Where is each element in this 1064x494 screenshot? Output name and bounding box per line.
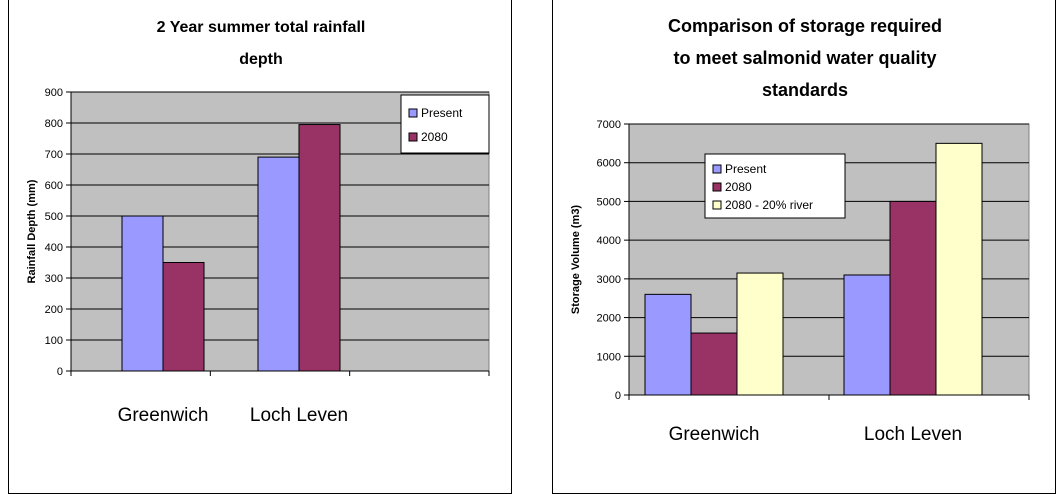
y-tick-label: 500 [45, 211, 63, 223]
chart-title: to meet salmonid water quality [673, 48, 936, 68]
y-tick-label: 400 [45, 242, 63, 254]
x-category-label: Loch Leven [250, 405, 348, 426]
bar-present-greenwich [121, 215, 164, 372]
y-tick-label: 100 [45, 335, 63, 347]
legend-swatch [408, 108, 418, 118]
x-category-label: Loch Leven [864, 424, 962, 445]
bar-present-greenwich [644, 293, 692, 396]
bar-2080-greenwich [690, 332, 738, 396]
legend-label: 2080 [725, 180, 752, 194]
y-tick-label: 600 [45, 180, 63, 192]
y-tick-label: 700 [45, 149, 63, 161]
y-axis-label: Rainfall Depth (mm) [26, 179, 38, 283]
legend [400, 94, 490, 154]
bar-2080-loch-leven [889, 200, 937, 396]
legend-swatch [712, 164, 722, 174]
y-tick-label: 4000 [597, 235, 621, 247]
legend-label: 2080 [421, 130, 448, 144]
rainfall-chart: 2 Year summer total rainfall depth 0 100 200… [8, 0, 512, 494]
bar-present-loch-leven [843, 274, 891, 396]
legend-label: Present [421, 106, 463, 120]
bar-2080-20-river-greenwich [736, 272, 784, 396]
y-tick-label: 5000 [597, 196, 621, 208]
legend-swatch [408, 132, 418, 142]
bar-2080-20-river-loch-leven [935, 142, 983, 396]
x-category-label: Greenwich [669, 424, 760, 445]
bar-present-loch-leven [257, 156, 300, 372]
y-tick-label: 0 [615, 390, 621, 402]
y-tick-label: 3000 [597, 274, 621, 286]
y-tick-label: 7000 [597, 119, 621, 131]
y-tick-label: 0 [57, 366, 63, 378]
y-tick-label: 900 [45, 87, 63, 99]
chart-title: standards [762, 80, 848, 100]
y-axis-label: Storage Volume (m3) [570, 205, 582, 315]
y-tick-label: 6000 [597, 158, 621, 170]
legend-label: 2080 - 20% river [725, 198, 813, 212]
legend-swatch [712, 200, 722, 210]
chart-svg: Comparison of storage required to meet sa… [570, 16, 1030, 445]
chart-title: Comparison of storage required [668, 16, 942, 36]
chart-title: 2 Year summer total rainfall [157, 19, 366, 36]
y-tick-label: 2000 [597, 313, 621, 325]
storage-chart: Comparison of storage required to meet sa… [552, 0, 1056, 494]
legend-label: Present [725, 162, 767, 176]
bar-2080-greenwich [162, 262, 205, 372]
x-category-label: Greenwich [118, 405, 209, 426]
legend-swatch [712, 182, 722, 192]
bar-2080-loch-leven [298, 124, 341, 372]
y-tick-label: 200 [45, 304, 63, 316]
y-tick-label: 1000 [597, 351, 621, 363]
y-tick-label: 800 [45, 118, 63, 130]
y-tick-label: 300 [45, 273, 63, 285]
chart-title: depth [239, 51, 283, 68]
legend [704, 153, 846, 219]
chart-svg: 2 Year summer total rainfall depth 0 100 200… [26, 19, 490, 426]
